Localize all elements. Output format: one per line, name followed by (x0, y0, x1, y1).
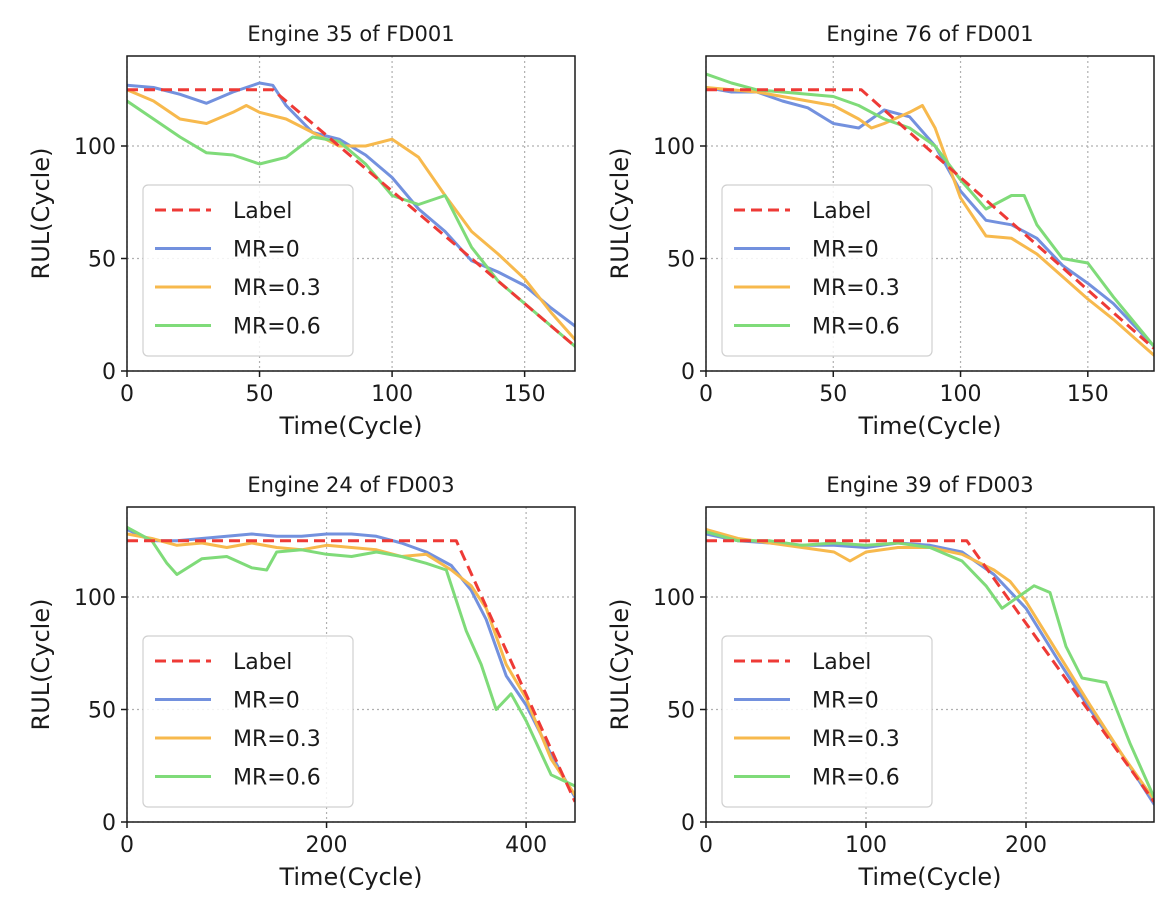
chart-title: Engine 76 of FD001 (826, 22, 1033, 46)
x-tick-label: 50 (246, 382, 274, 407)
y-axis-label: RUL(Cycle) (27, 599, 55, 731)
y-tick-label: 100 (74, 135, 116, 160)
x-tick-label: 100 (940, 382, 982, 407)
series-line-mr-0-3 (127, 88, 575, 341)
legend-label: Label (233, 650, 292, 675)
legend-box (142, 184, 354, 357)
series-line-mr-0-3 (127, 532, 575, 797)
series-group (706, 528, 1154, 806)
legend-label: MR=0.6 (233, 315, 321, 340)
chart-title: Engine 39 of FD003 (826, 473, 1033, 497)
x-axis-label: Time(Cycle) (857, 412, 1001, 440)
legend-box (142, 635, 354, 808)
series-group (127, 525, 575, 803)
legend-label: MR=0 (812, 689, 879, 714)
y-axis-label: RUL(Cycle) (27, 148, 55, 280)
legend-label: MR=0.3 (812, 276, 900, 301)
legend-label: MR=0.3 (233, 727, 321, 752)
y-tick-label: 50 (667, 248, 695, 273)
chart-panel-1: 0 50 100 150 0 50 100 Engine 35 of FD001 Time(Cy… (27, 22, 576, 440)
legend-label: Label (812, 650, 871, 675)
series-group (706, 72, 1154, 357)
series-line-mr-0 (706, 86, 1154, 348)
series-line-mr-0 (127, 81, 575, 328)
legend: Label MR=0 MR=0.3 MR=0.6 (721, 635, 933, 808)
chart-panel-4: 0 100 200 0 50 100 Engine 39 of FD003 Time(Cycl… (606, 473, 1155, 891)
x-tick-label: 150 (1067, 382, 1109, 407)
x-tick-label: 200 (306, 833, 348, 858)
legend: Label MR=0 MR=0.3 MR=0.6 (721, 184, 933, 357)
y-axis-label: RUL(Cycle) (606, 148, 634, 280)
chart-panel-2: 0 50 100 150 0 50 100 Engine 76 of FD001 Time(Cy… (606, 22, 1155, 440)
chart-title: Engine 24 of FD003 (247, 473, 454, 497)
y-tick-label: 100 (653, 135, 695, 160)
x-tick-label: 400 (505, 833, 547, 858)
x-tick-label: 100 (371, 382, 413, 407)
legend-box (721, 184, 933, 357)
y-tick-label: 50 (667, 699, 695, 724)
chart-title: Engine 35 of FD001 (247, 22, 454, 46)
legend-label: MR=0 (233, 238, 300, 263)
legend-label: MR=0.6 (812, 766, 900, 791)
chart-panel-3: 0 200 400 0 50 100 Engine 24 of FD003 Time(Cycl… (27, 473, 576, 891)
y-tick-label: 0 (681, 360, 695, 385)
legend-label: MR=0.3 (812, 727, 900, 752)
legend-label: MR=0.6 (812, 315, 900, 340)
x-tick-label: 150 (504, 382, 546, 407)
series-line-mr-0 (127, 528, 575, 799)
y-tick-label: 0 (102, 811, 116, 836)
series-line-label (706, 539, 1154, 803)
legend-label: MR=0.6 (233, 766, 321, 791)
plot-frame (126, 506, 576, 823)
x-tick-label: 50 (819, 382, 847, 407)
y-tick-label: 100 (74, 586, 116, 611)
y-tick-label: 0 (681, 811, 695, 836)
x-tick-label: 0 (699, 833, 713, 858)
series-group (127, 81, 575, 348)
y-tick-label: 50 (88, 699, 116, 724)
legend-label: MR=0.3 (233, 276, 321, 301)
plot-frame (705, 55, 1155, 372)
plot-frame (126, 55, 576, 372)
x-axis-label: Time(Cycle) (857, 863, 1001, 891)
x-tick-label: 200 (1005, 833, 1047, 858)
series-line-mr-0-6 (127, 525, 575, 788)
series-line-mr-0-6 (706, 72, 1154, 348)
series-line-label (127, 88, 575, 348)
x-axis-label: Time(Cycle) (278, 412, 422, 440)
legend-label: Label (812, 199, 871, 224)
x-tick-label: 0 (120, 833, 134, 858)
legend-label: MR=0 (233, 689, 300, 714)
legend-label: MR=0 (812, 238, 879, 263)
x-tick-label: 0 (120, 382, 134, 407)
legend-box (721, 635, 933, 808)
x-tick-label: 0 (699, 382, 713, 407)
x-axis-label: Time(Cycle) (278, 863, 422, 891)
plot-frame (705, 506, 1155, 823)
y-axis-label: RUL(Cycle) (606, 599, 634, 731)
series-line-mr-0-3 (706, 86, 1154, 357)
legend: Label MR=0 MR=0.3 MR=0.6 (142, 184, 354, 357)
y-tick-label: 0 (102, 360, 116, 385)
y-tick-label: 100 (653, 586, 695, 611)
series-line-mr-0-6 (706, 530, 1154, 799)
series-line-label (706, 88, 1154, 350)
legend-label: Label (233, 199, 292, 224)
series-line-label (127, 539, 575, 803)
x-tick-label: 100 (845, 833, 887, 858)
y-tick-label: 50 (88, 248, 116, 273)
legend: Label MR=0 MR=0.3 MR=0.6 (142, 635, 354, 808)
